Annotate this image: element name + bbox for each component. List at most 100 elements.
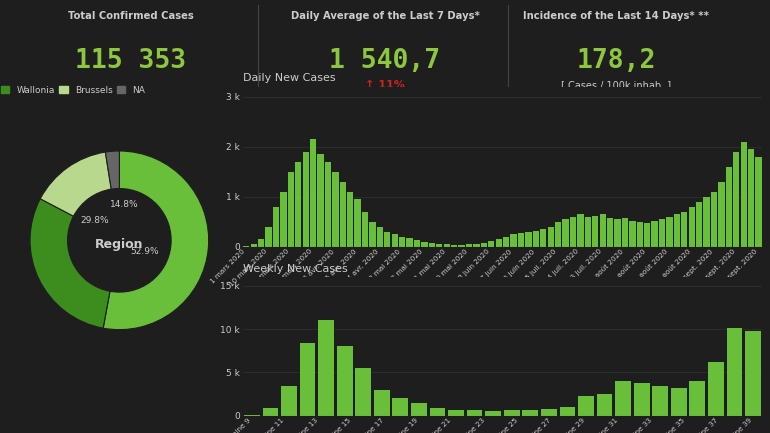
Bar: [718, 182, 725, 247]
Bar: [496, 239, 502, 247]
Bar: [318, 320, 334, 416]
Bar: [614, 219, 621, 247]
Bar: [258, 239, 264, 247]
Bar: [504, 410, 520, 416]
Bar: [467, 410, 483, 416]
Bar: [370, 222, 376, 247]
Bar: [584, 217, 591, 247]
Bar: [745, 331, 761, 416]
Bar: [250, 244, 257, 247]
Text: 29.8%: 29.8%: [80, 216, 109, 225]
Bar: [317, 154, 323, 247]
Text: 115 353: 115 353: [75, 48, 186, 74]
Bar: [266, 227, 272, 247]
Text: 1 540,7: 1 540,7: [330, 48, 440, 74]
Bar: [488, 241, 494, 247]
Bar: [578, 214, 584, 247]
Bar: [474, 244, 480, 247]
Bar: [411, 403, 427, 416]
Bar: [430, 408, 445, 416]
Legend: Flanders, Wallonia, Brussels, NA: Flanders, Wallonia, Brussels, NA: [0, 84, 147, 97]
Bar: [607, 218, 613, 247]
Bar: [733, 152, 739, 247]
Text: Incidence of the Last 14 Days* **: Incidence of the Last 14 Days* **: [523, 11, 709, 21]
Text: ↑ 11%: ↑ 11%: [365, 81, 405, 90]
Bar: [421, 242, 427, 247]
Wedge shape: [105, 151, 119, 189]
Bar: [634, 383, 650, 416]
Bar: [336, 346, 353, 416]
Wedge shape: [40, 152, 111, 216]
Text: 178,2: 178,2: [576, 48, 656, 74]
Bar: [540, 229, 547, 247]
Bar: [689, 381, 705, 416]
Text: Daily New Cases: Daily New Cases: [243, 73, 335, 83]
Bar: [429, 243, 435, 247]
Bar: [525, 232, 531, 247]
Bar: [244, 415, 259, 416]
Bar: [332, 172, 339, 247]
Bar: [578, 396, 594, 416]
Bar: [407, 238, 413, 247]
Bar: [659, 219, 665, 247]
Bar: [340, 182, 346, 247]
Bar: [727, 328, 742, 416]
Text: Daily Average of the Last 7 Days*: Daily Average of the Last 7 Days*: [290, 11, 480, 21]
Bar: [444, 244, 450, 247]
Bar: [547, 227, 554, 247]
Bar: [681, 212, 688, 247]
Bar: [741, 142, 747, 247]
Bar: [708, 362, 724, 416]
Bar: [362, 212, 368, 247]
Bar: [392, 234, 398, 247]
Bar: [522, 410, 538, 416]
Bar: [393, 398, 408, 416]
Text: [ Cases / 100k inhab. ]: [ Cases / 100k inhab. ]: [561, 81, 671, 90]
Bar: [310, 139, 316, 247]
Wedge shape: [30, 199, 110, 328]
Bar: [651, 221, 658, 247]
Bar: [347, 192, 353, 247]
Bar: [377, 227, 383, 247]
Bar: [485, 411, 501, 416]
Bar: [354, 199, 361, 247]
Bar: [466, 244, 472, 247]
Bar: [303, 152, 309, 247]
Bar: [652, 386, 668, 416]
Bar: [288, 172, 294, 247]
Bar: [325, 162, 331, 247]
Bar: [696, 202, 702, 247]
Bar: [615, 381, 631, 416]
Bar: [480, 243, 487, 247]
Text: 14.8%: 14.8%: [109, 200, 138, 209]
Text: Weekly New Cases: Weekly New Cases: [243, 264, 347, 274]
Bar: [666, 217, 673, 247]
Bar: [399, 237, 405, 247]
Bar: [458, 245, 465, 247]
Bar: [555, 222, 561, 247]
Bar: [674, 214, 680, 247]
Bar: [562, 219, 569, 247]
Bar: [280, 192, 286, 247]
Bar: [355, 368, 371, 416]
Text: 52.9%: 52.9%: [130, 246, 159, 255]
Bar: [688, 207, 695, 247]
Bar: [541, 409, 557, 416]
Bar: [273, 207, 279, 247]
Bar: [704, 197, 710, 247]
Bar: [671, 388, 687, 416]
Bar: [600, 214, 606, 247]
Bar: [511, 234, 517, 247]
Bar: [570, 217, 576, 247]
Bar: [451, 245, 457, 247]
Wedge shape: [103, 151, 209, 330]
Bar: [748, 149, 755, 247]
Bar: [629, 221, 635, 247]
Bar: [263, 408, 278, 416]
Bar: [448, 410, 464, 416]
Bar: [414, 240, 420, 247]
Bar: [295, 162, 301, 247]
Bar: [726, 167, 732, 247]
Bar: [281, 386, 297, 416]
Bar: [518, 233, 524, 247]
